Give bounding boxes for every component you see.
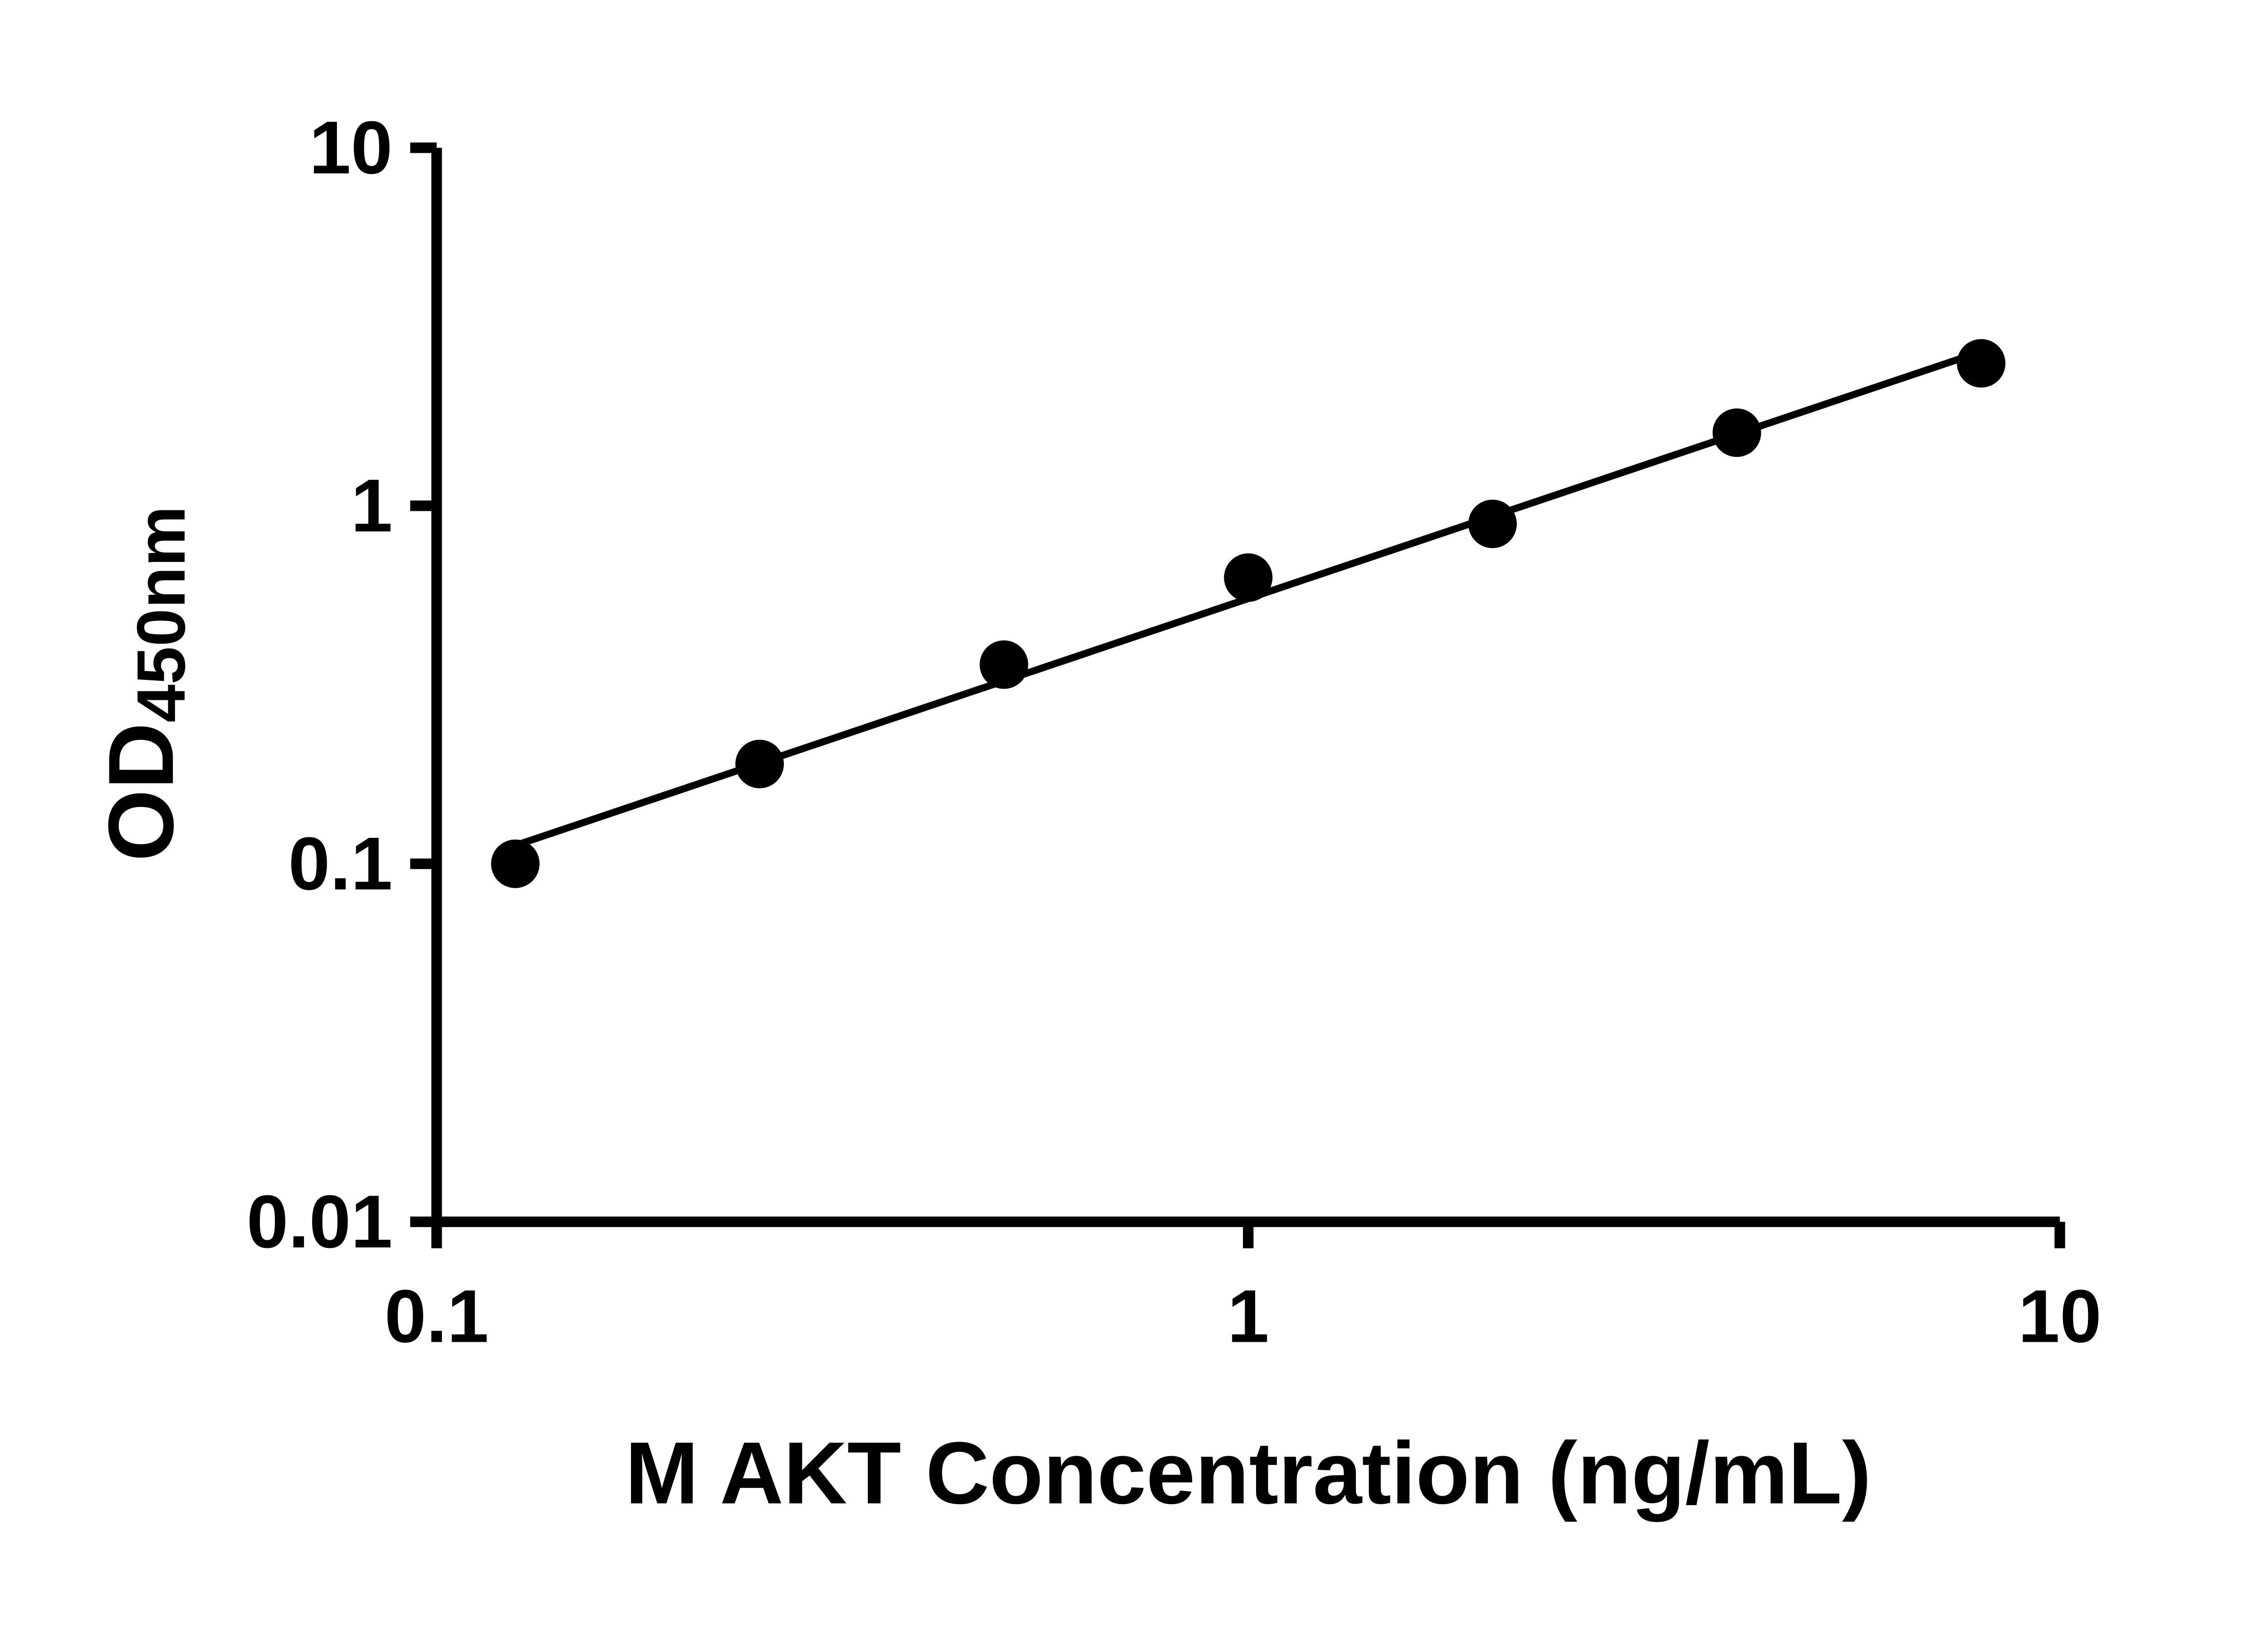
tick-labels: 0.01 0.1 1 10 0.1 1 10 [247, 106, 2102, 1358]
data-point [491, 839, 540, 888]
y-axis-label: OD450nm [89, 506, 199, 861]
y-tick-label: 0.1 [288, 822, 393, 906]
x-tick-label: 1 [1227, 1275, 1269, 1359]
y-tick-label: 10 [309, 106, 393, 190]
data-point [735, 739, 784, 788]
elisa-standard-curve-figure: 0.01 0.1 1 10 0.1 1 10 M AKT Concentration (ng… [89, 106, 2102, 1523]
y-axis-label-subscript: 450nm [123, 506, 199, 723]
y-tick-label: 0.01 [247, 1180, 393, 1264]
tick-marks [410, 142, 2065, 1248]
data-point [979, 640, 1028, 689]
x-tick-label: 10 [2018, 1275, 2102, 1359]
axes [431, 147, 2060, 1227]
x-axis-label: M AKT Concentration (ng/mL) [625, 1424, 1871, 1522]
data-point [1712, 408, 1761, 457]
data-point [1957, 339, 2006, 388]
x-tick-label: 0.1 [385, 1275, 489, 1359]
data-point [1468, 499, 1517, 548]
y-axis-label-main: OD [89, 723, 193, 861]
axis-line [431, 147, 2060, 1227]
chart-canvas: 0.01 0.1 1 10 0.1 1 10 M AKT Concentration (ng… [89, 106, 2102, 1523]
y-tick-label: 1 [351, 464, 392, 548]
data-points-group [491, 339, 2006, 888]
data-point [1224, 553, 1273, 602]
